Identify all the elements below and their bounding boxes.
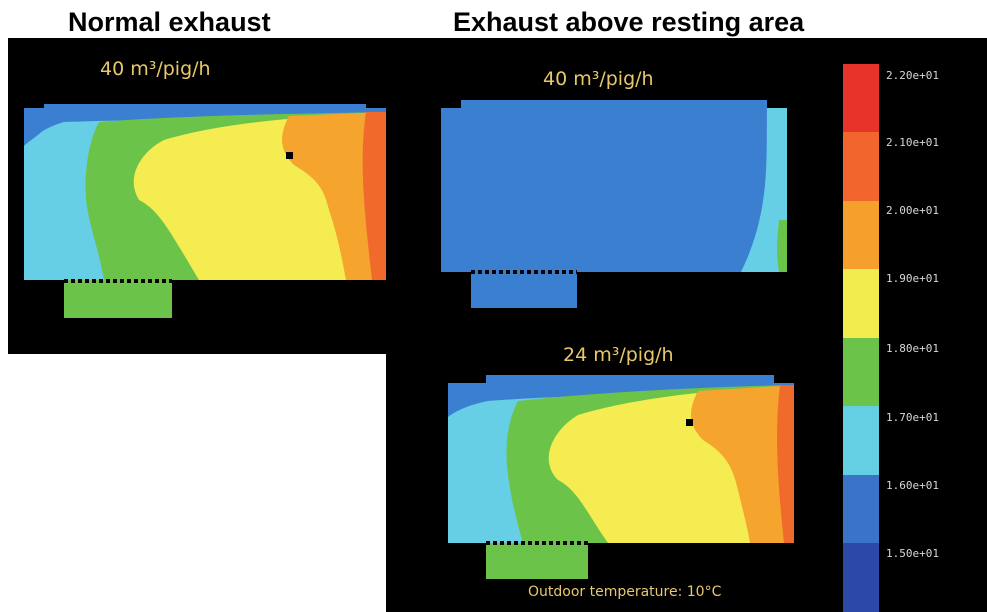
pen-above-24-temperature-field [448,375,794,579]
temp-region-20 [282,112,386,280]
pen-above-40-temperature-field [441,100,787,308]
heading-exhaust-above-resting-area: Exhaust above resting area [453,7,805,37]
flow-label-above-24: 24 m³/pig/h [563,344,674,366]
colorbar-tick-label: 1.70e+01 [886,411,939,424]
colorbar-segment-22 [843,64,879,132]
colorbar-tick-label: 2.20e+01 [886,69,939,82]
flow-label-normal-40: 40 m³/pig/h [100,58,211,80]
ceiling-duct [44,104,366,110]
ceiling-duct [461,100,767,108]
temp-region-20 [691,385,794,543]
colorbar-tick-label: 1.60e+01 [886,479,939,492]
colorbar-tick-label: 1.80e+01 [886,342,939,355]
flow-label-above-40: 40 m³/pig/h [543,68,654,90]
temp-region-21 [362,112,386,280]
colorbar-segment-21 [843,132,879,201]
colorbar-segment-19 [843,269,879,338]
temp-region-18 [777,220,787,272]
colorbar-segment-18 [843,338,879,406]
heading-normal-exhaust: Normal exhaust [68,7,271,37]
temp-region-16-top [24,108,386,146]
colorbar-tick-label: 2.10e+01 [886,136,939,149]
colorbar-tick-label: 1.90e+01 [886,272,939,285]
exhaust-marker [686,419,693,426]
colorbar-tick-label: 2.00e+01 [886,204,939,217]
colorbar-segment-17 [843,406,879,475]
temp-region-16-bright [641,108,787,272]
resting-area [471,270,577,308]
temperature-colorbar [843,64,879,612]
outdoor-temperature-label: Outdoor temperature: 10°C [528,584,722,600]
colorbar-segment-20 [843,201,879,269]
colorbar-segment-15 [843,543,879,612]
resting-area [486,541,588,579]
temp-region-21 [777,385,794,543]
exhaust-marker [286,152,293,159]
pen-normal-exhaust-temperature-field [24,104,386,318]
temp-region-17 [741,108,787,272]
colorbar-tick-label: 1.50e+01 [886,547,939,560]
colorbar-segment-16 [843,475,879,543]
ceiling-duct [486,375,774,383]
